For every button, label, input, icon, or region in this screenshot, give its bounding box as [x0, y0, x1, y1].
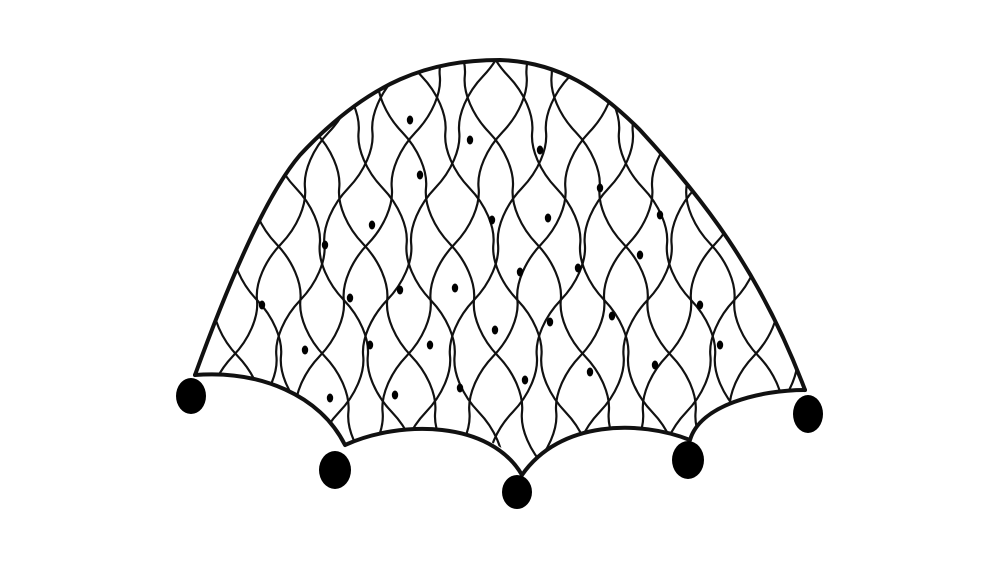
- net-knot: [536, 145, 544, 155]
- mesh-strand: [195, 60, 335, 470]
- mesh-strand: [656, 60, 805, 470]
- mesh-strand: [0, 20, 30, 566]
- net-knot: [416, 170, 424, 180]
- weight-right: [793, 395, 823, 433]
- weight-center: [502, 475, 532, 509]
- mesh-strand: [195, 60, 292, 470]
- mesh-strand: [743, 60, 805, 470]
- mesh-strand: [195, 60, 205, 470]
- mesh-strand: [195, 60, 379, 470]
- mesh-strand: [0, 20, 30, 566]
- weight-mid-right: [672, 441, 704, 479]
- mesh-strand: [195, 60, 205, 470]
- mesh-strand: [0, 20, 117, 566]
- net-knot: [451, 283, 459, 293]
- net-knot: [636, 250, 644, 260]
- mesh-strand: [918, 20, 1000, 566]
- net-knot: [326, 393, 334, 403]
- mesh-strand: [569, 60, 805, 470]
- net-knot: [516, 267, 524, 277]
- mesh-strand: [613, 60, 805, 470]
- mesh-strand: [700, 60, 805, 470]
- net-knot: [651, 360, 659, 370]
- net-mesh: [0, 20, 1000, 566]
- net-knot: [396, 285, 404, 295]
- net-knot: [321, 240, 329, 250]
- net-knot: [656, 210, 664, 220]
- mesh-strand: [195, 60, 292, 470]
- mesh-strands-left: [0, 20, 1000, 566]
- mesh-strand: [396, 60, 639, 470]
- mesh-strands-right: [0, 20, 1000, 566]
- net-knot: [366, 340, 374, 350]
- mesh-strand: [0, 20, 160, 566]
- mesh-strand: [875, 20, 1000, 566]
- net-knot: [544, 213, 552, 223]
- net-knot: [301, 345, 309, 355]
- net-weights: [176, 378, 823, 509]
- net-knot: [426, 340, 434, 350]
- net-knot: [406, 115, 414, 125]
- mesh-strand: [918, 20, 1000, 566]
- net-knot: [596, 183, 604, 193]
- mesh-strand: [352, 60, 596, 470]
- mesh-strand: [786, 60, 805, 470]
- net-knot: [391, 390, 399, 400]
- net-knot: [466, 135, 474, 145]
- weight-left: [176, 378, 206, 414]
- mesh-strand: [831, 20, 1000, 566]
- mesh-strand: [526, 60, 769, 470]
- mesh-strand: [195, 60, 335, 470]
- net-knot: [491, 325, 499, 335]
- net-knot: [546, 317, 554, 327]
- net-knot: [586, 367, 594, 377]
- mesh-strand: [266, 60, 509, 470]
- mesh-strand: [875, 20, 1000, 566]
- mesh-strand: [309, 60, 552, 470]
- mesh-strand: [195, 60, 422, 470]
- net-knot: [574, 263, 582, 273]
- net-knot: [488, 215, 496, 225]
- mesh-strand: [482, 60, 726, 470]
- mesh-strand: [195, 60, 249, 470]
- mesh-strand: [656, 60, 805, 470]
- mesh-strand: [743, 60, 805, 470]
- mesh-strand: [0, 20, 117, 566]
- net-knot: [456, 383, 464, 393]
- net-outline-top: [193, 57, 807, 392]
- mesh-strand: [831, 20, 1000, 566]
- net-knot: [346, 293, 354, 303]
- net-knot: [608, 311, 616, 321]
- net-knots: [258, 115, 724, 403]
- mesh-strand: [0, 20, 160, 566]
- mesh-strand: [786, 60, 805, 470]
- net-outline-bottom: [193, 372, 807, 477]
- mesh-strand: [699, 60, 805, 470]
- mesh-strand: [0, 20, 73, 566]
- mesh-strand: [195, 60, 248, 470]
- net-knot: [258, 300, 266, 310]
- mesh-strand: [439, 60, 682, 470]
- mesh-strand: [0, 20, 73, 566]
- weight-mid-left: [319, 451, 351, 489]
- net-knot: [521, 375, 529, 385]
- net-knot: [368, 220, 376, 230]
- net-knot: [696, 300, 704, 310]
- net-knot: [716, 340, 724, 350]
